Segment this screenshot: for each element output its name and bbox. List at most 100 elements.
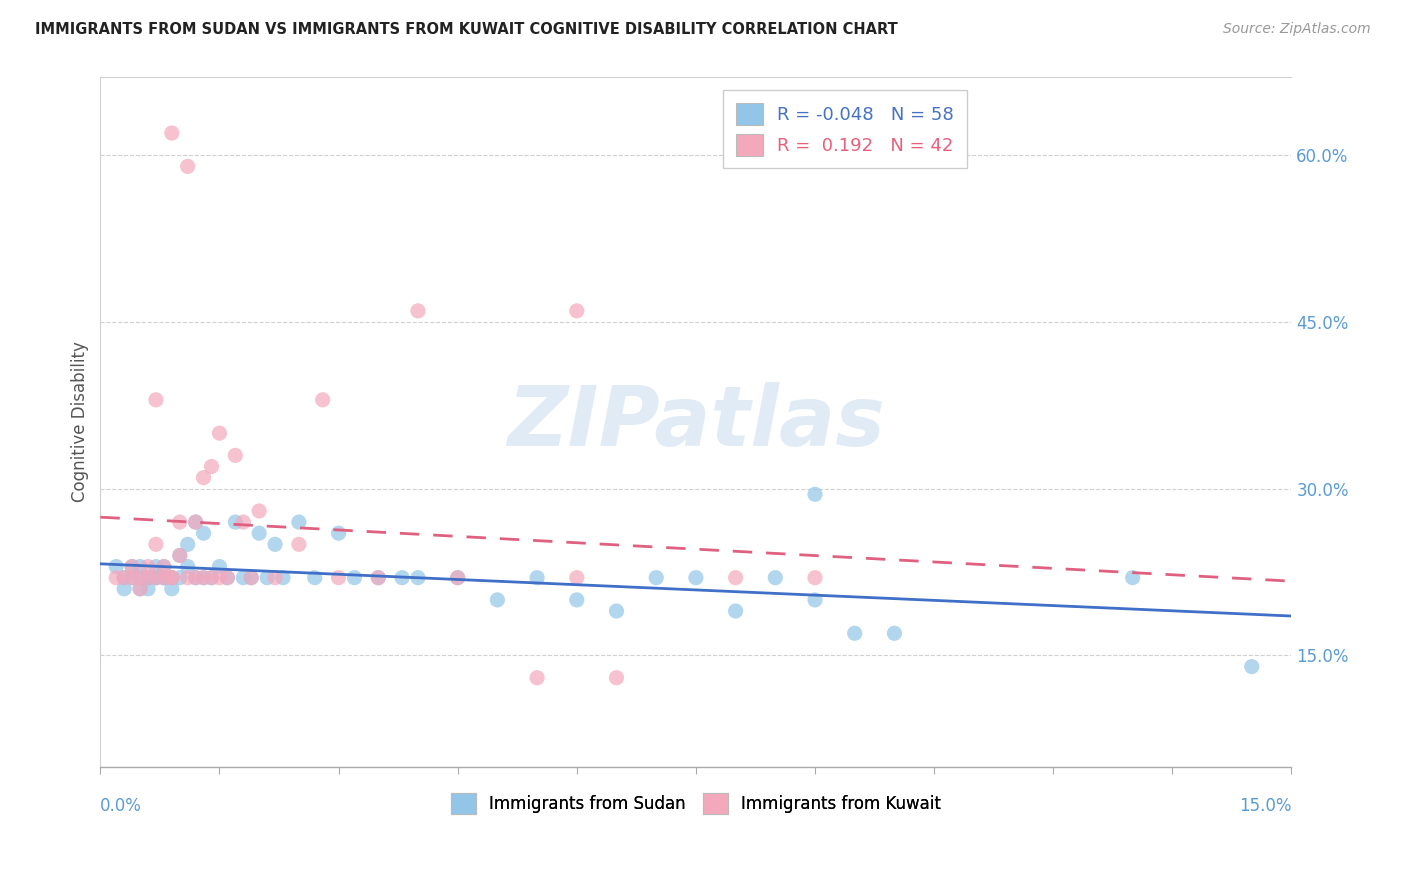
Point: [232, 571, 254, 585]
Point: [145, 571, 167, 585]
Point: [160, 571, 183, 585]
Point: [406, 571, 429, 585]
Point: [169, 549, 191, 563]
Point: [367, 571, 389, 585]
Point: [145, 537, 167, 551]
Point: [486, 593, 509, 607]
Point: [121, 571, 143, 585]
Point: [447, 571, 470, 585]
Point: [224, 449, 246, 463]
Point: [121, 559, 143, 574]
Point: [1240, 659, 1263, 673]
Point: [247, 526, 270, 541]
Point: [121, 571, 143, 585]
Text: IMMIGRANTS FROM SUDAN VS IMMIGRANTS FROM KUWAIT COGNITIVE DISABILITY CORRELATION: IMMIGRANTS FROM SUDAN VS IMMIGRANTS FROM…: [35, 22, 898, 37]
Point: [136, 582, 159, 596]
Point: [169, 515, 191, 529]
Point: [304, 571, 326, 585]
Point: [184, 571, 207, 585]
Point: [136, 559, 159, 574]
Point: [145, 559, 167, 574]
Legend: Immigrants from Sudan, Immigrants from Kuwait: Immigrants from Sudan, Immigrants from K…: [444, 787, 948, 821]
Point: [112, 582, 135, 596]
Point: [145, 571, 167, 585]
Point: [160, 571, 183, 585]
Point: [447, 571, 470, 585]
Point: [169, 571, 191, 585]
Point: [160, 126, 183, 140]
Point: [145, 392, 167, 407]
Point: [176, 160, 198, 174]
Point: [565, 593, 588, 607]
Point: [193, 571, 215, 585]
Point: [160, 571, 183, 585]
Point: [169, 549, 191, 563]
Point: [112, 571, 135, 585]
Point: [200, 571, 222, 585]
Point: [184, 515, 207, 529]
Point: [367, 571, 389, 585]
Point: [153, 571, 176, 585]
Point: [685, 571, 707, 585]
Point: [176, 571, 198, 585]
Point: [136, 571, 159, 585]
Point: [804, 593, 827, 607]
Text: 15.0%: 15.0%: [1239, 797, 1292, 814]
Point: [112, 571, 135, 585]
Point: [217, 571, 239, 585]
Point: [724, 571, 747, 585]
Point: [288, 537, 311, 551]
Point: [129, 559, 152, 574]
Point: [391, 571, 413, 585]
Point: [193, 526, 215, 541]
Point: [200, 571, 222, 585]
Point: [804, 571, 827, 585]
Point: [208, 571, 231, 585]
Point: [153, 559, 176, 574]
Point: [247, 504, 270, 518]
Point: [328, 571, 350, 585]
Point: [176, 559, 198, 574]
Point: [160, 582, 183, 596]
Text: Source: ZipAtlas.com: Source: ZipAtlas.com: [1223, 22, 1371, 37]
Point: [844, 626, 866, 640]
Point: [136, 571, 159, 585]
Point: [645, 571, 668, 585]
Point: [200, 459, 222, 474]
Point: [565, 304, 588, 318]
Point: [1122, 571, 1144, 585]
Point: [328, 526, 350, 541]
Point: [288, 515, 311, 529]
Point: [145, 571, 167, 585]
Point: [105, 559, 128, 574]
Point: [232, 515, 254, 529]
Point: [153, 571, 176, 585]
Point: [153, 559, 176, 574]
Text: 0.0%: 0.0%: [100, 797, 142, 814]
Point: [264, 537, 287, 551]
Point: [526, 571, 548, 585]
Point: [271, 571, 294, 585]
Point: [136, 571, 159, 585]
Point: [526, 671, 548, 685]
Point: [763, 571, 786, 585]
Point: [724, 604, 747, 618]
Point: [343, 571, 366, 585]
Point: [105, 571, 128, 585]
Point: [184, 571, 207, 585]
Point: [406, 304, 429, 318]
Point: [264, 571, 287, 585]
Point: [804, 487, 827, 501]
Point: [176, 537, 198, 551]
Point: [129, 571, 152, 585]
Point: [605, 604, 627, 618]
Point: [312, 392, 335, 407]
Y-axis label: Cognitive Disability: Cognitive Disability: [72, 342, 89, 502]
Point: [193, 470, 215, 484]
Point: [240, 571, 263, 585]
Point: [193, 571, 215, 585]
Point: [565, 571, 588, 585]
Point: [208, 426, 231, 441]
Point: [129, 582, 152, 596]
Point: [883, 626, 905, 640]
